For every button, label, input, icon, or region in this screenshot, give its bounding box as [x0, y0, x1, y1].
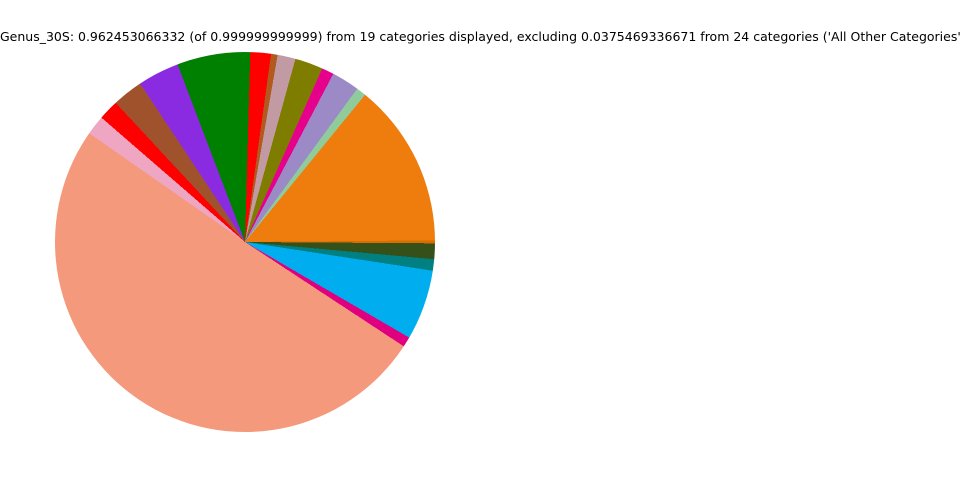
chart-title: Genus_30S: 0.962453066332 (of 0.99999999… [0, 29, 960, 44]
pie-chart [55, 52, 435, 432]
